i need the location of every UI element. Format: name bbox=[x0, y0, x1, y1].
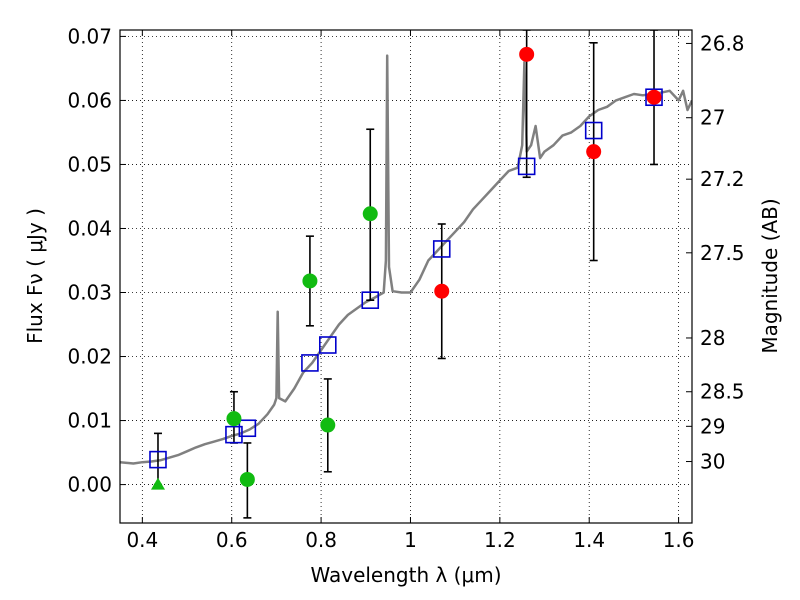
model-photometry-square bbox=[318, 336, 337, 354]
low-sn-point bbox=[239, 471, 255, 487]
y-tick-label: 0.04 bbox=[67, 216, 112, 240]
model-photometry-square bbox=[238, 419, 257, 438]
x-tick-label: 1.4 bbox=[573, 528, 605, 552]
y-tick-label: 0.00 bbox=[67, 473, 112, 497]
grid bbox=[120, 30, 692, 523]
ticks bbox=[120, 30, 692, 523]
tick-labels: 0.4 0.6 0.8 1 1.2 1.4 1.6 0.00 0.01 0.02 0.03 0.04 0… bbox=[67, 24, 744, 552]
y-axis-label: Flux Fν ( μJy ) bbox=[23, 208, 47, 344]
y2-tick-label: 30 bbox=[700, 450, 725, 474]
y2-tick-label: 27 bbox=[700, 106, 725, 130]
y-tick-label: 0.05 bbox=[67, 152, 112, 176]
x-tick-label: 0.4 bbox=[126, 528, 158, 552]
y-tick-label: 0.03 bbox=[67, 281, 112, 305]
y-tick-label: 0.02 bbox=[67, 345, 112, 369]
detection-point bbox=[519, 46, 535, 62]
y2-tick-label: 27.5 bbox=[700, 241, 745, 265]
model-photometry-square bbox=[432, 240, 451, 258]
y-tick-label: 0.06 bbox=[67, 88, 112, 112]
model-photometry-square bbox=[301, 354, 319, 372]
model-photometry-square bbox=[149, 450, 167, 469]
model-photometry-square bbox=[225, 425, 243, 444]
model-photometry-square bbox=[645, 88, 663, 107]
x-tick-label: 1 bbox=[404, 528, 417, 552]
x-tick-label: 0.6 bbox=[216, 528, 248, 552]
low-sn-point bbox=[362, 206, 378, 222]
y2-tick-label: 28.5 bbox=[700, 380, 745, 404]
low-sn-point bbox=[226, 411, 242, 427]
y2-tick-label: 28 bbox=[700, 326, 725, 350]
y2-axis-label: Magnitude (AB) bbox=[758, 198, 782, 353]
x-axis-label: Wavelength λ (μm) bbox=[310, 563, 501, 587]
upper-limit-triangle bbox=[150, 477, 165, 490]
plot-frame bbox=[119, 29, 693, 524]
detection-point bbox=[434, 283, 450, 299]
x-tick-label: 1.2 bbox=[484, 528, 516, 552]
y2-tick-label: 27.2 bbox=[700, 167, 745, 191]
y-tick-label: 0.07 bbox=[67, 24, 112, 48]
model-spectrum-line bbox=[120, 54, 692, 465]
detection-point bbox=[586, 144, 602, 160]
low-sn-point bbox=[302, 273, 318, 289]
model-spectrum-layer bbox=[120, 54, 692, 465]
error-bars bbox=[153, 30, 659, 519]
y2-tick-label: 26.8 bbox=[700, 31, 745, 55]
x-tick-label: 1.6 bbox=[663, 528, 695, 552]
x-tick-label: 0.8 bbox=[305, 528, 337, 552]
detection-point bbox=[646, 89, 662, 105]
model-photometry-square bbox=[517, 157, 536, 176]
data-markers bbox=[149, 46, 663, 490]
y2-tick-label: 29 bbox=[700, 414, 725, 438]
y-tick-label: 0.01 bbox=[67, 409, 112, 433]
model-photometry-square bbox=[584, 121, 603, 140]
model-photometry-square bbox=[361, 291, 380, 309]
low-sn-point bbox=[320, 417, 336, 433]
